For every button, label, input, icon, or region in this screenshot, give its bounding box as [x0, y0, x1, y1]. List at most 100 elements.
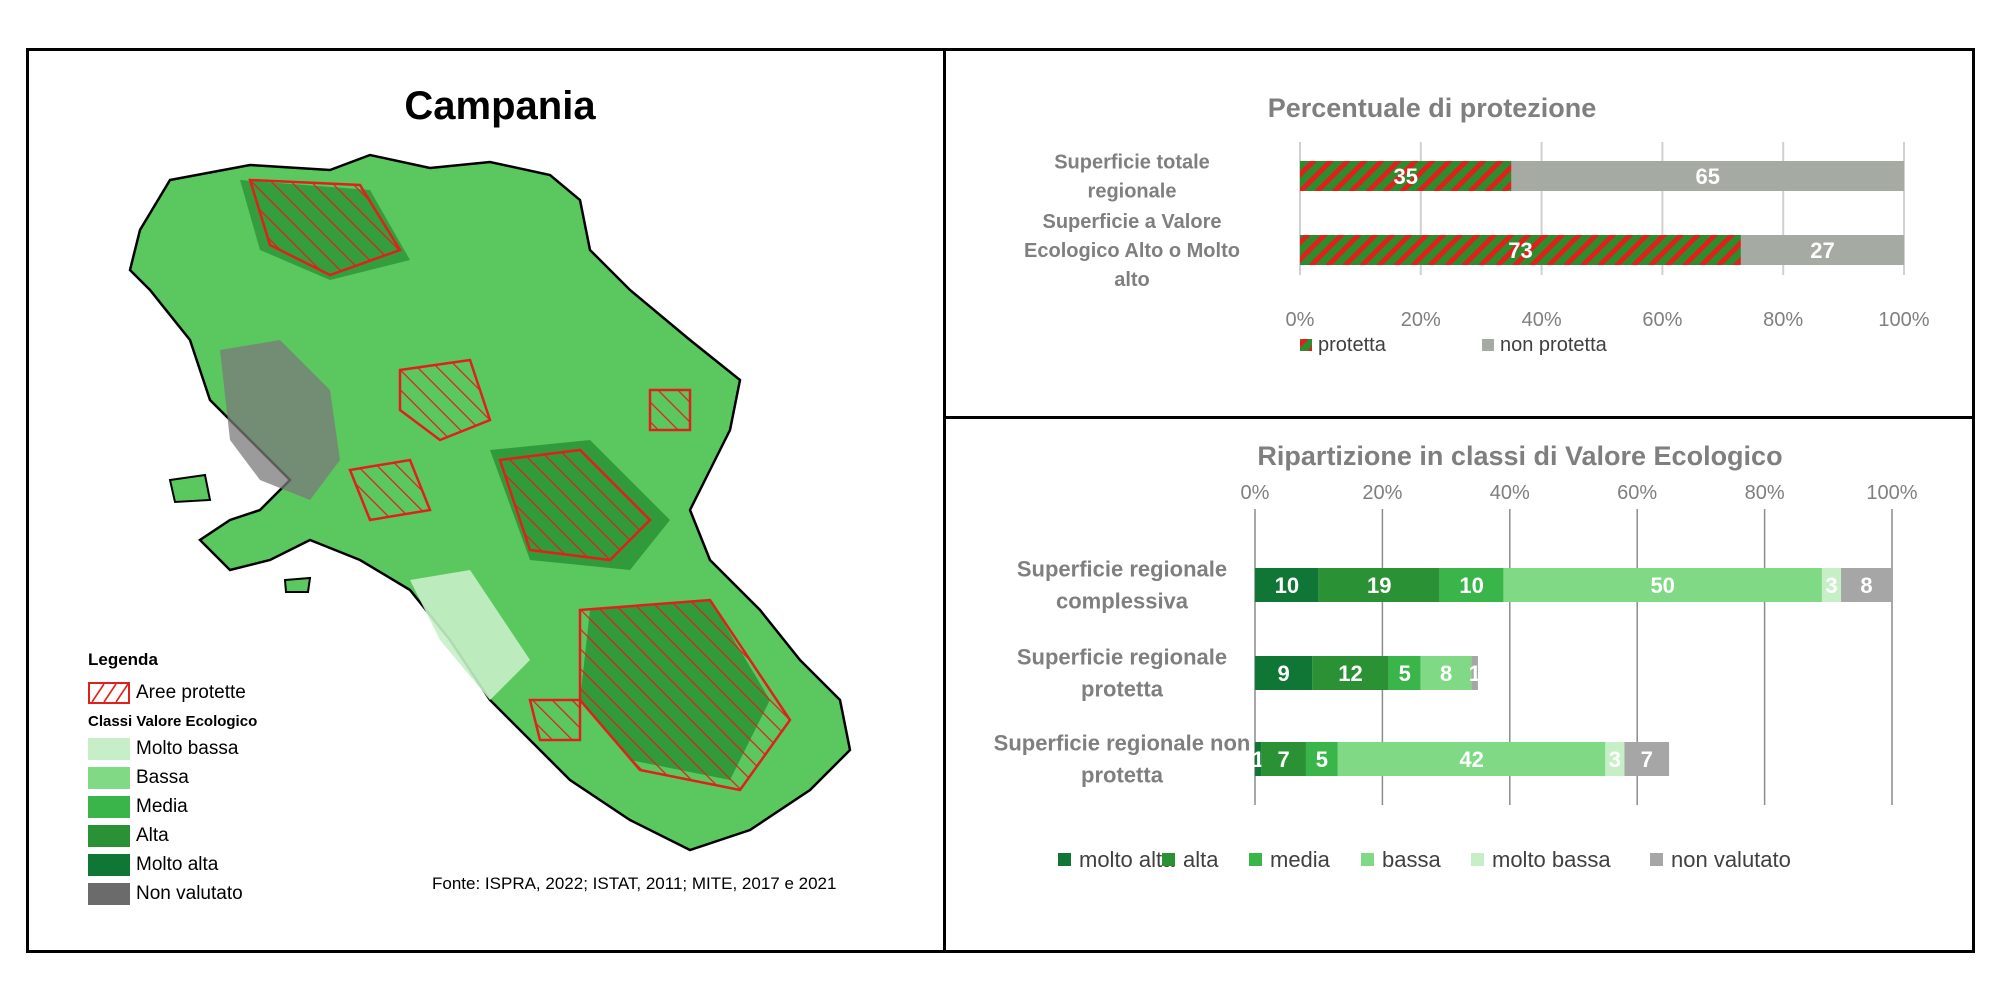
bar-segment	[1841, 568, 1892, 602]
campania-map	[128, 153, 852, 852]
bar-segment	[1300, 235, 1741, 265]
bar-segment	[1318, 568, 1440, 602]
bar-segment	[1305, 742, 1338, 776]
bar-segment	[1471, 656, 1478, 690]
x-tick-label: 100%	[1878, 309, 1929, 331]
category-label: Superficie regionale protetta	[1017, 645, 1227, 702]
data-label: 19	[1367, 573, 1391, 598]
island-ischia	[168, 473, 212, 504]
ecological-value-distribution-chart: Ripartizione in classi di Valore Ecologi…	[994, 441, 1918, 872]
category-label: Superficie totale regionale	[1054, 152, 1210, 203]
legend-label: bassa	[1382, 847, 1441, 872]
x-tick-label: 80%	[1763, 309, 1803, 331]
legend-swatch	[88, 795, 130, 818]
legend-item-class: Media	[88, 792, 257, 821]
plain-light	[410, 570, 530, 700]
protection-percentage-chart: Percentuale di protezione 0% 20% 40% 60% 80% 1…	[1024, 93, 1930, 356]
legend-swatch	[88, 766, 130, 789]
legend-item-class: Molto alta	[88, 850, 257, 879]
legend-swatch	[1058, 853, 1071, 866]
legend-item-class: Bassa	[88, 763, 257, 792]
data-label: 7	[1641, 747, 1653, 772]
legend-label: protetta	[1318, 334, 1387, 356]
legend-swatch	[1361, 853, 1374, 866]
data-label: 35	[1393, 164, 1417, 189]
legend-label: Media	[136, 795, 188, 817]
legend-label: Alta	[136, 824, 169, 846]
data-label: 7	[1278, 747, 1290, 772]
data-label: 3	[1825, 573, 1837, 598]
data-label: 8	[1860, 573, 1872, 598]
x-tick-label: 40%	[1522, 309, 1562, 331]
panel-divider-vertical	[943, 48, 946, 953]
category-label: Superficie regionale complessiva	[1017, 557, 1227, 614]
bar-segment	[1624, 742, 1670, 776]
legend-label: Molto bassa	[136, 737, 239, 759]
data-label: 9	[1278, 661, 1290, 686]
bar-segment	[1255, 742, 1262, 776]
legend-item-class: Molto bassa	[88, 734, 257, 763]
legend-title: Legenda	[88, 650, 158, 669]
bar-segment	[1300, 161, 1512, 191]
bar-segment	[1439, 568, 1504, 602]
legend-swatch	[88, 853, 130, 876]
x-tick-label: 100%	[1866, 482, 1917, 504]
legend-classes-title: Classi Valore Ecologico	[88, 713, 258, 730]
category-label: Superficie a Valore Ecologico Alto o Molt…	[1024, 211, 1240, 291]
legend-swatch	[1162, 853, 1175, 866]
chart-title: Percentuale di protezione	[1268, 93, 1597, 123]
data-label: 73	[1508, 238, 1532, 263]
protected-hatch-swatch	[88, 681, 130, 704]
legend-label-protected: Aree protette	[136, 681, 246, 703]
data-label: 5	[1399, 661, 1411, 686]
bar-segment	[1388, 656, 1421, 690]
bar-segment	[1255, 656, 1313, 690]
data-label: 42	[1459, 747, 1483, 772]
legend-swatch	[88, 737, 130, 760]
urban-area	[220, 340, 340, 500]
bar-segment	[1821, 568, 1842, 602]
legend-swatch	[88, 824, 130, 847]
category-label: Superficie regionale non protetta	[994, 731, 1251, 788]
protected-areas	[248, 178, 792, 792]
data-label: 1	[1252, 747, 1264, 772]
map-title: Campania	[404, 84, 596, 128]
legend-label: molto alta	[1079, 847, 1175, 872]
legend-item-protected: Aree protette	[88, 678, 257, 707]
legend-label: alta	[1183, 847, 1219, 872]
bar-segment	[1511, 161, 1904, 191]
bar-segment	[1337, 742, 1606, 776]
chart-title: Ripartizione in classi di Valore Ecologi…	[1257, 441, 1782, 471]
data-label: 27	[1810, 238, 1834, 263]
legend-swatch	[1650, 853, 1663, 866]
data-label: 5	[1316, 747, 1328, 772]
panel-divider-horizontal	[944, 416, 1975, 419]
x-tick-label: 80%	[1745, 482, 1785, 504]
data-label: 10	[1459, 573, 1483, 598]
legend-label: media	[1270, 847, 1331, 872]
legend-swatch	[1471, 853, 1484, 866]
legend-swatch	[88, 882, 130, 905]
bar-segment	[1503, 568, 1822, 602]
x-tick-label: 60%	[1642, 309, 1682, 331]
figure-frame	[26, 48, 1975, 953]
data-label: 65	[1695, 164, 1719, 189]
legend-swatch	[1300, 339, 1312, 351]
legend-swatch	[1482, 339, 1494, 351]
data-label: 8	[1440, 661, 1452, 686]
x-tick-label: 60%	[1617, 482, 1657, 504]
data-label: 3	[1609, 747, 1621, 772]
bar-segment	[1420, 656, 1472, 690]
island-capri	[283, 576, 312, 593]
legend-swatch	[1249, 853, 1262, 866]
data-label: 12	[1338, 661, 1362, 686]
legend-label: non valutato	[1671, 847, 1791, 872]
bar-segment	[1261, 742, 1306, 776]
x-tick-label: 20%	[1401, 309, 1441, 331]
data-label: 10	[1275, 573, 1299, 598]
x-tick-label: 20%	[1362, 482, 1402, 504]
bar-segment	[1312, 656, 1389, 690]
legend-item-class: Non valutato	[88, 879, 257, 908]
data-label: 1	[1469, 661, 1481, 686]
data-label: 50	[1650, 573, 1674, 598]
